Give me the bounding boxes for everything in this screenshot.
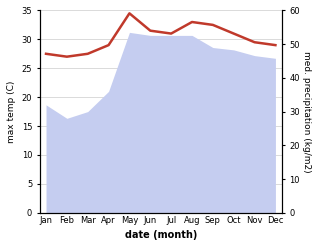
Y-axis label: med. precipitation (kg/m2): med. precipitation (kg/m2) — [302, 51, 311, 172]
Y-axis label: max temp (C): max temp (C) — [7, 80, 16, 143]
X-axis label: date (month): date (month) — [125, 230, 197, 240]
